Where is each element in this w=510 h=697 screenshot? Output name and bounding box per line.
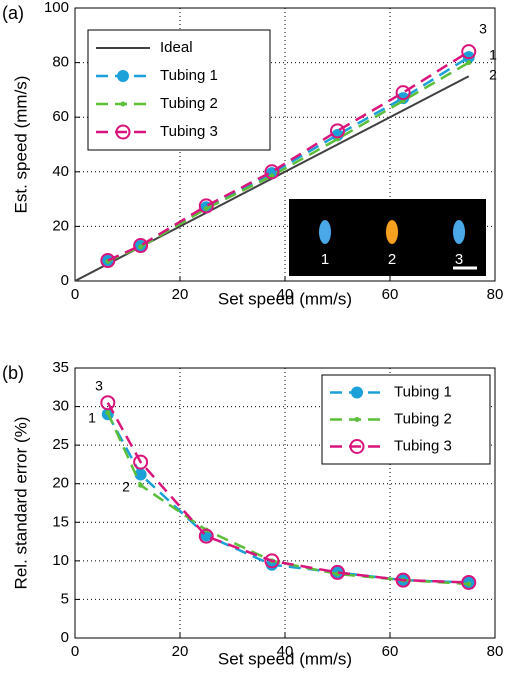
y-tick-label: 20 — [52, 217, 69, 234]
legend-marker — [115, 124, 131, 140]
annotation: 1 — [88, 410, 96, 426]
marker — [264, 164, 280, 180]
x-tick-label: 60 — [382, 286, 399, 303]
y-tick-label: 10 — [52, 552, 69, 569]
legend-marker — [120, 101, 126, 107]
marker — [105, 410, 111, 416]
y-tick-label: 0 — [61, 272, 69, 289]
legend-label: Tubing 1 — [394, 383, 452, 400]
marker — [466, 60, 472, 66]
marker — [395, 85, 411, 101]
inset-label: 1 — [321, 251, 329, 268]
legend-marker — [354, 417, 360, 422]
marker — [133, 238, 149, 254]
x-tick-label: 60 — [382, 643, 399, 660]
x-tick-label: 40 — [277, 286, 294, 303]
marker — [198, 198, 214, 214]
annotation: 2 — [489, 67, 497, 83]
series-line — [106, 402, 469, 584]
y-axis-label: Rel. standard error (%) — [11, 417, 30, 590]
y-tick-label: 25 — [52, 436, 69, 453]
y-tick-label: 0 — [61, 629, 69, 646]
y-tick-label: 35 — [52, 359, 69, 376]
legend-marker — [351, 386, 363, 399]
droplet — [453, 220, 465, 244]
inset-label: 2 — [388, 251, 396, 268]
inset-label: 3 — [455, 251, 463, 268]
legend-box — [87, 29, 271, 151]
marker — [264, 553, 280, 569]
legend-label: Tubing 2 — [394, 410, 452, 427]
y-tick-label: 30 — [52, 398, 69, 415]
legend-label: Tubing 1 — [160, 67, 218, 84]
droplet — [386, 220, 398, 244]
marker — [397, 92, 410, 105]
marker — [138, 244, 144, 250]
x-tick-label: 80 — [487, 286, 504, 303]
marker — [331, 128, 344, 141]
marker — [134, 468, 147, 481]
x-tick-label: 80 — [487, 643, 504, 660]
y-tick-label: 60 — [52, 108, 69, 125]
marker — [330, 123, 345, 139]
panel-label: (a) — [2, 3, 24, 23]
plot-frame — [74, 367, 496, 639]
x-axis-label: Set speed (mm/s) — [218, 289, 352, 308]
y-tick-label: 5 — [61, 590, 69, 607]
y-tick-label: 80 — [52, 54, 69, 71]
marker — [100, 395, 116, 411]
legend-label: Tubing 2 — [160, 95, 218, 112]
marker — [138, 482, 144, 488]
y-tick-label: 20 — [52, 475, 69, 492]
legend-marker — [117, 70, 129, 82]
marker — [269, 173, 275, 179]
legend-label: Tubing 3 — [160, 123, 218, 140]
y-tick-label: 100 — [44, 0, 69, 16]
marker — [461, 44, 477, 60]
marker — [395, 572, 411, 588]
legend-label: Ideal — [160, 39, 193, 56]
plot-frame — [74, 7, 496, 282]
x-tick-label: 0 — [71, 286, 79, 303]
annotation: 3 — [479, 21, 487, 37]
marker — [203, 206, 209, 212]
marker — [133, 454, 149, 470]
x-tick-label: 0 — [71, 643, 79, 660]
y-tick-label: 15 — [52, 513, 69, 530]
y-axis-label: Est. speed (mm/s) — [11, 76, 30, 214]
marker — [461, 574, 477, 590]
marker — [330, 564, 345, 580]
x-tick-label: 20 — [172, 643, 189, 660]
x-tick-label: 40 — [277, 643, 294, 660]
legend-label: Tubing 3 — [394, 437, 452, 454]
marker — [198, 528, 214, 544]
annotation: 3 — [95, 378, 103, 394]
legend-marker — [349, 439, 365, 454]
marker — [100, 253, 116, 269]
annotation: 1 — [489, 47, 497, 63]
droplet — [319, 220, 331, 244]
marker — [462, 51, 475, 64]
x-tick-label: 20 — [172, 286, 189, 303]
marker — [466, 581, 472, 587]
annotation: 2 — [122, 479, 130, 495]
x-axis-label: Set speed (mm/s) — [218, 649, 352, 668]
y-tick-label: 40 — [52, 163, 69, 180]
panel-label: (b) — [2, 363, 24, 383]
